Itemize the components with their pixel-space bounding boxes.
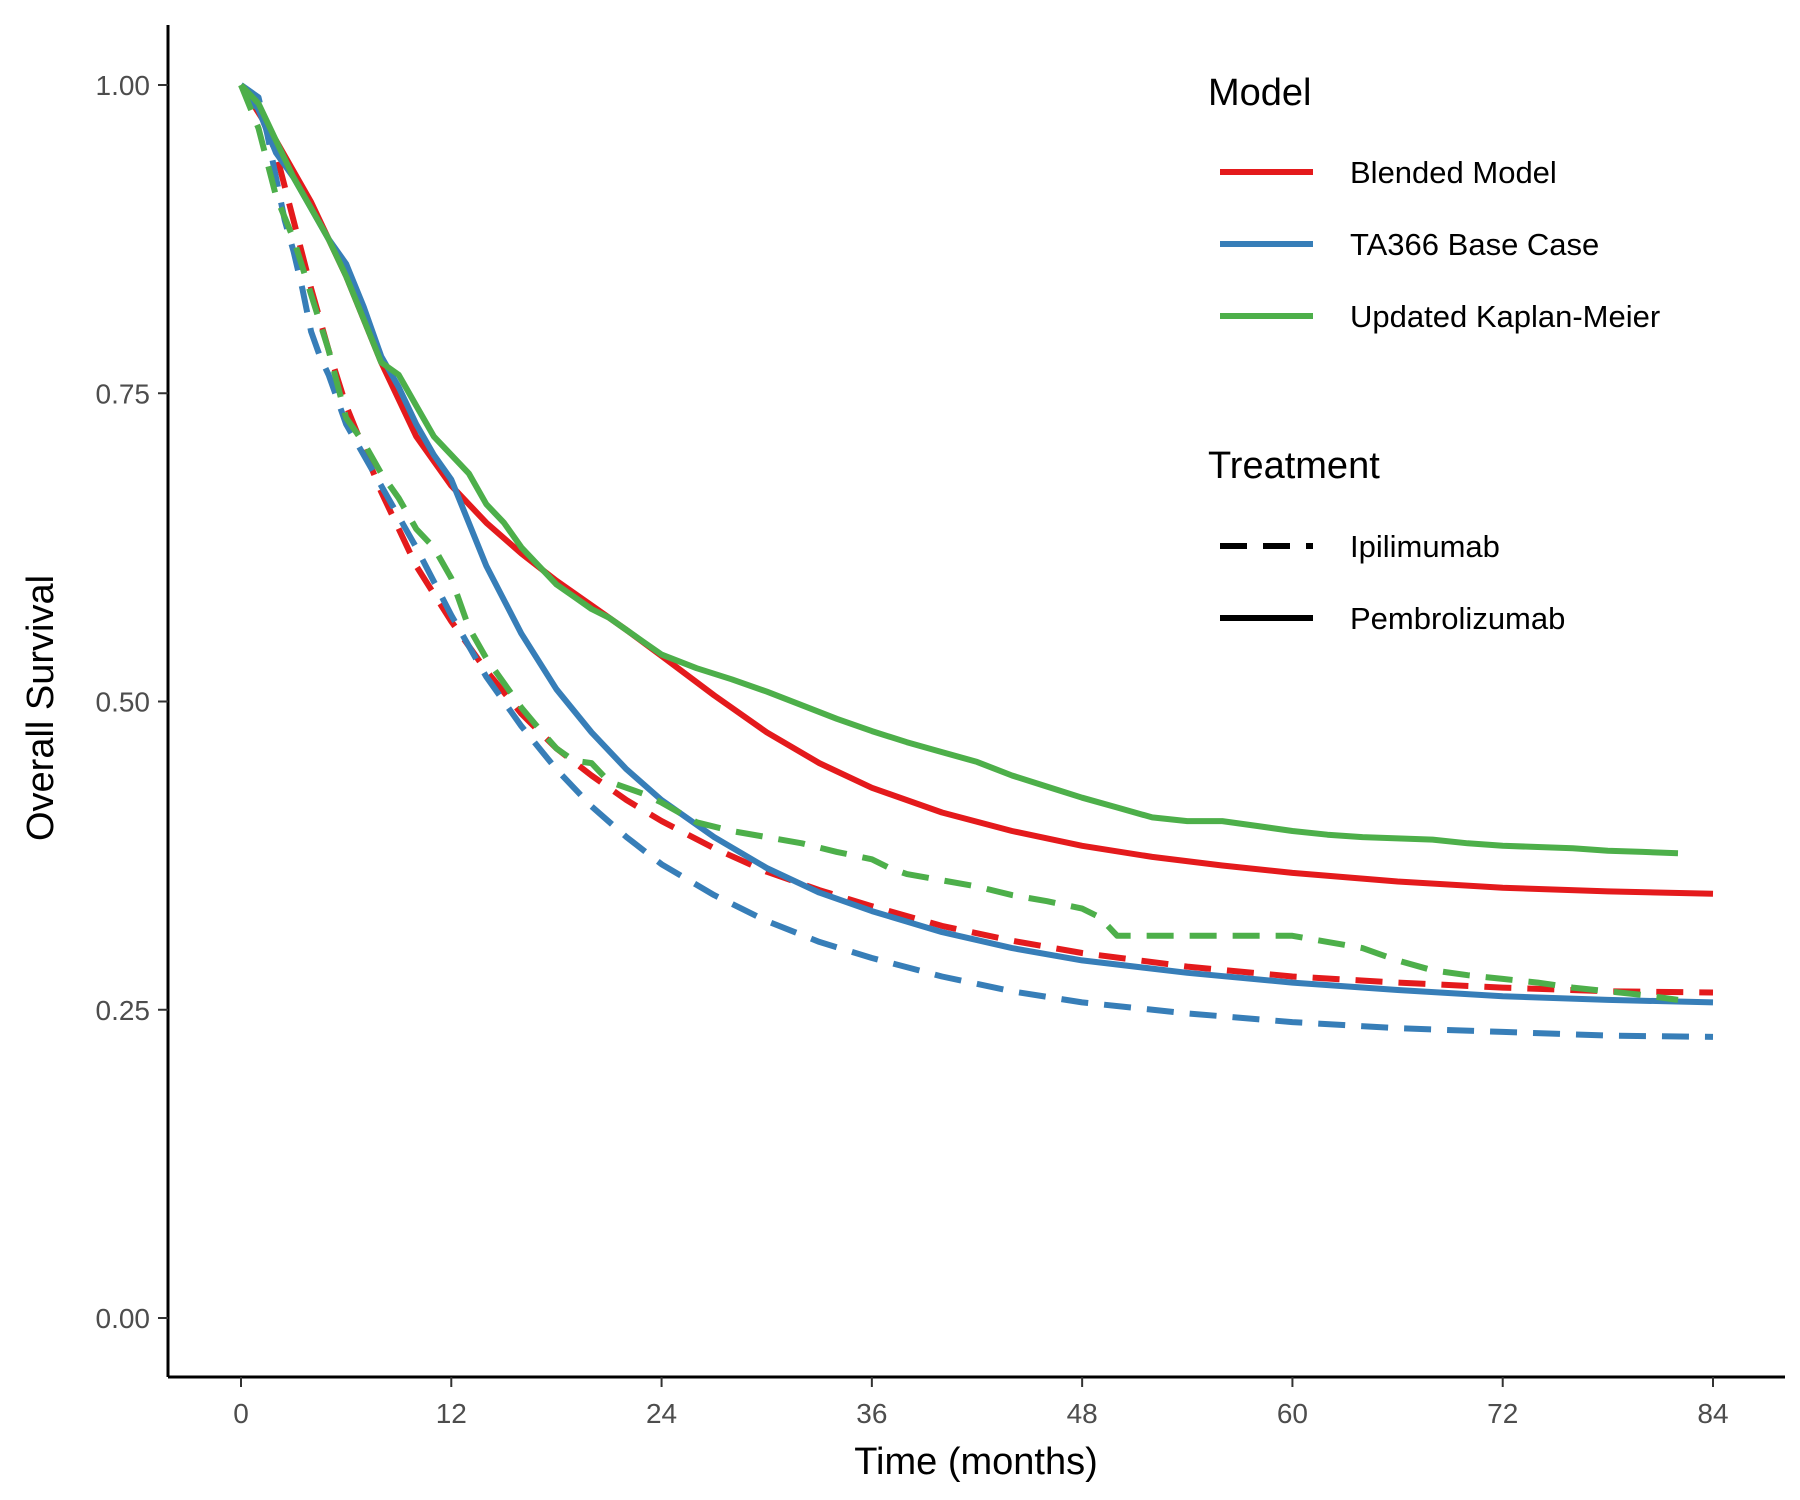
- series-updated-kaplan-meier-ipilimumab: [238, 83, 1679, 1003]
- series-layer: [238, 82, 1714, 1040]
- legend-title-model: Model: [1208, 72, 1312, 114]
- x-axis-title: Time (months): [854, 1441, 1098, 1483]
- y-tick-label: 0.75: [96, 378, 151, 409]
- x-tick-label: 12: [436, 1398, 467, 1429]
- x-tick-label: 48: [1067, 1398, 1098, 1429]
- legend-label-ipilimumab: Ipilimumab: [1350, 529, 1500, 564]
- x-tick-label: 84: [1697, 1398, 1728, 1429]
- series-updated-kaplan-meier-pembrolizumab: [238, 82, 1679, 857]
- y-ticks: 0.00 0.25 0.50 0.75 1.00: [96, 70, 168, 1334]
- x-tick-label: 36: [856, 1398, 887, 1429]
- legend-label-updated-kaplan-meier: Updated Kaplan-Meier: [1350, 299, 1660, 334]
- x-tick-label: 72: [1487, 1398, 1518, 1429]
- y-tick-label: 0.25: [96, 995, 151, 1026]
- x-tick-label: 24: [646, 1398, 677, 1429]
- y-tick-label: 0.50: [96, 687, 151, 718]
- legend-label-ta366-base-case: TA366 Base Case: [1350, 227, 1599, 262]
- x-tick-label: 60: [1277, 1398, 1308, 1429]
- series-ta366-base-case-ipilimumab: [239, 82, 1714, 1040]
- x-ticks: 0 12 24 36 48 60 72 84: [233, 1377, 1729, 1429]
- legend-label-pembrolizumab: Pembrolizumab: [1350, 601, 1565, 636]
- legend-label-blended-model: Blended Model: [1350, 155, 1557, 190]
- legend: Model Blended Model TA366 Base Case Upda…: [1208, 72, 1660, 636]
- series-blended-model-pembrolizumab: [238, 83, 1714, 897]
- x-tick-label: 0: [233, 1398, 249, 1429]
- y-tick-label: 1.00: [96, 70, 151, 101]
- y-tick-label: 0.00: [96, 1303, 151, 1334]
- y-axis-title: Overall Survival: [20, 575, 62, 841]
- legend-title-treatment: Treatment: [1208, 445, 1380, 487]
